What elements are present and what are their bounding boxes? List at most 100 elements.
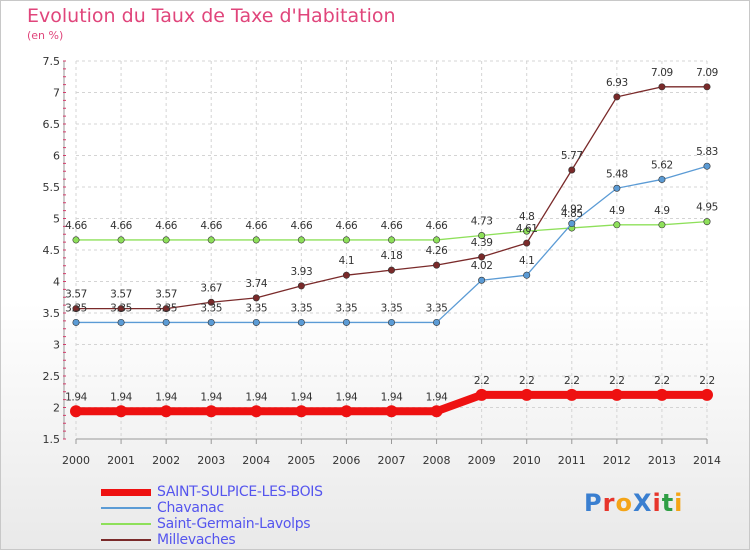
data-label: 1.94 [110, 391, 132, 403]
data-label: 3.35 [65, 302, 87, 314]
y-tick-label: 4 [53, 276, 60, 289]
data-label: 4.66 [426, 220, 448, 232]
data-label: 3.35 [426, 302, 448, 314]
legend-item: SAINT-SULPICE-LES-BOIS [101, 484, 401, 501]
data-point [117, 305, 125, 313]
data-point [72, 236, 80, 244]
legend-swatch [101, 539, 151, 541]
x-tick-label: 2012 [603, 454, 631, 467]
data-point [295, 405, 308, 418]
data-point [613, 93, 621, 101]
data-point [160, 405, 173, 418]
legend-label: SAINT-SULPICE-LES-BOIS [157, 484, 323, 500]
data-label: 4.66 [65, 220, 87, 232]
x-tick-label: 2011 [558, 454, 586, 467]
x-tick-label: 2008 [423, 454, 451, 467]
x-tick-label: 2001 [107, 454, 135, 467]
data-point [701, 388, 713, 401]
x-tick-label: 2000 [62, 454, 90, 467]
data-point [342, 318, 350, 326]
y-tick-label: 3.5 [43, 307, 61, 320]
legend-label: Millevaches [157, 532, 236, 548]
data-label: 1.94 [426, 391, 448, 403]
brand-logo: ProXiti [584, 489, 683, 517]
data-label: 3.67 [200, 282, 222, 294]
data-point [703, 83, 711, 91]
x-tick-label: 2010 [513, 454, 541, 467]
brand-letter: o [615, 489, 633, 517]
data-point [433, 261, 441, 269]
data-point [613, 221, 621, 229]
data-label: 1.94 [245, 391, 267, 403]
data-point [433, 236, 441, 244]
data-label: 5.83 [696, 146, 718, 158]
data-point [613, 184, 621, 192]
data-label: 4.92 [561, 204, 583, 216]
legend: SAINT-SULPICE-LES-BOIS Chavanac Saint-Ge… [101, 484, 401, 549]
data-point [72, 305, 80, 313]
data-labels: 1.94 1.94 1.94 1.94 1.94 1.94 1.94 1.94 1.94 2.2 2… [65, 67, 718, 403]
data-point [117, 236, 125, 244]
data-point [478, 232, 486, 240]
data-point [387, 236, 395, 244]
data-label: 4.18 [381, 250, 403, 262]
data-label: 3.57 [65, 289, 87, 301]
y-tick-label: 6.5 [43, 118, 61, 131]
data-label: 3.74 [245, 278, 267, 290]
data-point [207, 318, 215, 326]
data-point [658, 83, 666, 91]
data-point [568, 220, 576, 228]
chart-unit: (en %) [27, 29, 64, 42]
data-label: 2.2 [654, 375, 670, 387]
legend-item: Chavanac [101, 500, 401, 517]
data-label: 4.66 [155, 220, 177, 232]
legend-swatch [101, 507, 151, 509]
data-point [478, 253, 486, 261]
data-point [655, 388, 668, 401]
data-label: 3.35 [200, 302, 222, 314]
brand-letter: P [584, 489, 603, 517]
data-point [297, 282, 305, 290]
y-tick-label: 3 [53, 339, 60, 352]
data-label: 5.77 [561, 150, 583, 162]
y-tick-label: 7.5 [43, 55, 61, 68]
data-label: 3.35 [290, 302, 312, 314]
data-point [250, 405, 263, 418]
legend-swatch [101, 523, 151, 525]
data-point [162, 236, 170, 244]
data-label: 4.61 [516, 223, 538, 235]
data-point [162, 305, 170, 313]
data-label: 3.57 [110, 289, 132, 301]
data-label: 4.9 [654, 205, 670, 217]
brand-letter: t [661, 489, 675, 517]
data-point [342, 236, 350, 244]
legend-label: Chavanac [157, 500, 224, 516]
data-point [520, 388, 533, 401]
data-label: 1.94 [155, 391, 177, 403]
data-point [610, 388, 623, 401]
data-label: 4.66 [110, 220, 132, 232]
brand-letter: r [602, 489, 616, 517]
x-tick-label: 2005 [287, 454, 315, 467]
data-point [297, 236, 305, 244]
y-tick-label: 6 [53, 150, 60, 163]
data-point [252, 236, 260, 244]
brand-letter: i [674, 489, 684, 517]
x-tick-label: 2009 [468, 454, 496, 467]
data-point [70, 405, 82, 418]
data-point [252, 318, 260, 326]
data-label: 4.66 [290, 220, 312, 232]
data-label: 4.02 [471, 260, 493, 272]
data-point [297, 318, 305, 326]
data-label: 7.09 [651, 67, 673, 79]
data-point [205, 405, 218, 418]
legend-item: Millevaches [101, 532, 401, 549]
data-label: 1.94 [200, 391, 222, 403]
data-label: 2.2 [519, 375, 535, 387]
data-point [658, 175, 666, 183]
data-point [385, 405, 398, 418]
data-label: 4.66 [381, 220, 403, 232]
data-point [433, 318, 441, 326]
